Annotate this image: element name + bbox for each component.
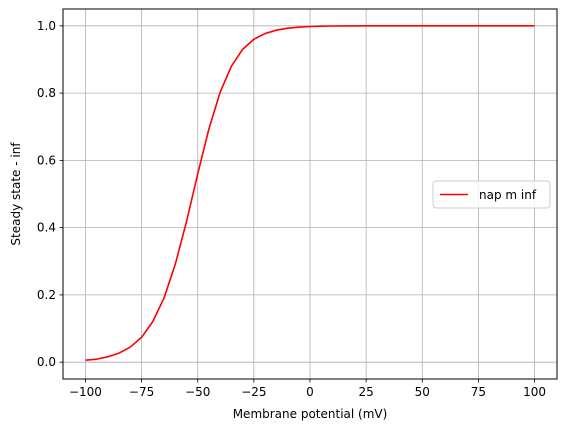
x-tick-label: 50: [415, 385, 430, 399]
y-axis-ticks: 0.0 0.2 0.4 0.6 0.8 1.0: [37, 19, 63, 369]
series-layer: [85, 25, 535, 361]
x-tick-label: −25: [241, 385, 266, 399]
legend: nap m inf: [432, 180, 551, 209]
x-tick-label: 100: [523, 385, 546, 399]
legend-label: nap m inf: [479, 188, 537, 202]
x-axis-ticks: −100 −75 −50 −25 0 25 50 75 100: [69, 379, 546, 399]
y-axis-label: Steady state - inf: [9, 142, 23, 246]
series-line: [85, 25, 535, 361]
y-tick-label: 0.2: [37, 288, 56, 302]
x-tick-label: 75: [471, 385, 486, 399]
x-tick-label: −50: [185, 385, 210, 399]
legend-box: [432, 180, 551, 209]
y-tick-label: 0.8: [37, 86, 56, 100]
y-tick-label: 0.6: [37, 153, 56, 167]
y-tick-label: 1.0: [37, 19, 56, 33]
y-tick-label: 0.0: [37, 355, 56, 369]
x-tick-label: −75: [129, 385, 154, 399]
x-axis-label: Membrane potential (mV): [233, 407, 388, 421]
x-tick-label: 0: [306, 385, 314, 399]
x-tick-label: 25: [358, 385, 373, 399]
x-tick-label: −100: [69, 385, 102, 399]
y-tick-label: 0.4: [37, 221, 56, 235]
grid-lines: [63, 9, 557, 379]
